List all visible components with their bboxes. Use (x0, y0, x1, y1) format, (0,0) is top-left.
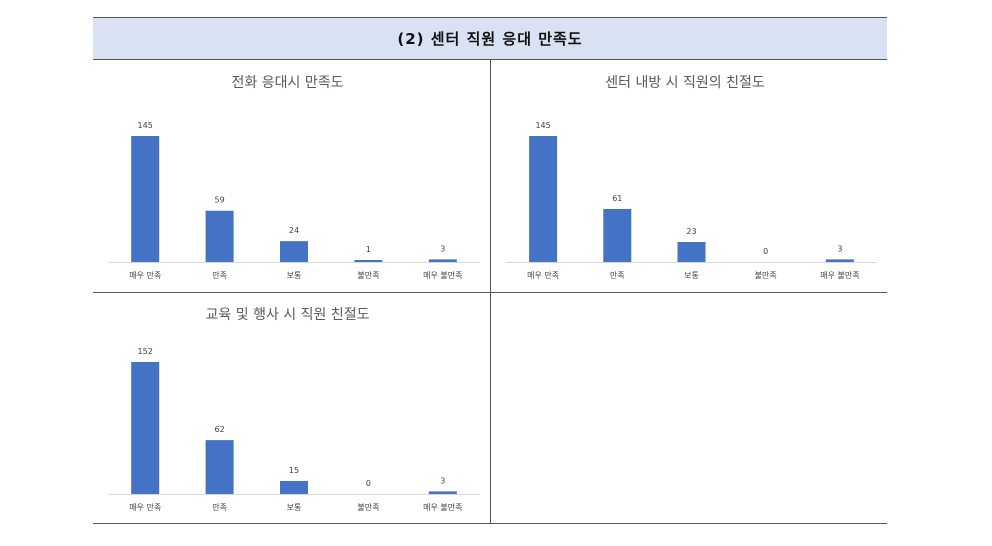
data-label: 145 (138, 121, 153, 130)
category-label: 매우 불만족 (820, 270, 859, 280)
data-label: 24 (289, 226, 299, 235)
bar (205, 440, 234, 494)
bar (354, 260, 383, 262)
table-header: (2) 센터 직원 응대 만족도 (93, 18, 887, 60)
data-label: 145 (535, 121, 550, 130)
chart-title: 전화 응대시 만족도 (232, 75, 344, 91)
data-label: 1 (366, 245, 371, 254)
category-label: 매우 만족 (129, 271, 161, 280)
bar (131, 136, 160, 262)
category-label: 보통 (684, 271, 699, 280)
chart-cell-phone: 전화 응대시 만족도 145 매우 만족 59 만족 24 보통 1 불만족 3 매우 불만족 (93, 61, 490, 292)
data-label: 3 (837, 244, 842, 253)
row-divider (93, 292, 887, 293)
category-label: 불만족 (755, 270, 777, 280)
table-header-title: (2) 센터 직원 응대 만족도 (397, 30, 583, 48)
data-label: 62 (215, 425, 225, 434)
category-label: 매우 만족 (527, 271, 559, 280)
bar (428, 491, 457, 494)
category-label: 매우 불만족 (423, 502, 462, 512)
data-label: 23 (686, 227, 696, 236)
data-label: 3 (440, 476, 445, 485)
category-label: 보통 (287, 271, 302, 280)
empty-cell (491, 293, 887, 524)
category-label: 보통 (287, 503, 302, 512)
bar (205, 210, 234, 262)
data-label: 3 (440, 244, 445, 253)
category-label: 만족 (610, 271, 625, 280)
category-label: 매우 만족 (129, 503, 161, 512)
bar (428, 259, 457, 262)
chart-title: 교육 및 행사 시 직원 친절도 (206, 307, 370, 323)
bar (529, 136, 558, 262)
chart-cell-visit: 센터 내방 시 직원의 친절도 145 매우 만족 61 만족 23 보통 0 불만족 3 매우 불… (491, 61, 887, 292)
category-label: 불만족 (357, 270, 379, 280)
category-label: 만족 (212, 503, 227, 512)
data-label: 61 (612, 194, 622, 203)
satisfaction-table: (2) 센터 직원 응대 만족도 전화 응대시 만족도 145 매우 만족 59 만족 2… (93, 17, 887, 524)
data-label: 0 (366, 479, 371, 488)
bar (825, 259, 854, 262)
category-label: 매우 불만족 (423, 270, 462, 280)
bar (131, 361, 160, 494)
chart-phone-satisfaction: 전화 응대시 만족도 145 매우 만족 59 만족 24 보통 1 불만족 3 매우 불만족 (108, 75, 480, 280)
data-label: 0 (763, 247, 768, 256)
chart-title: 센터 내방 시 직원의 친절도 (605, 75, 765, 91)
category-label: 불만족 (357, 502, 379, 512)
bar (677, 242, 706, 262)
chart-visit-kindness: 센터 내방 시 직원의 친절도 145 매우 만족 61 만족 23 보통 0 불만족 3 매우 불… (506, 75, 877, 280)
category-label: 만족 (212, 271, 227, 280)
bar (603, 209, 632, 262)
bar (280, 241, 308, 262)
data-label: 152 (138, 347, 153, 356)
chart-cell-education: 교육 및 행사 시 직원 친절도 152 매우 만족 62 만족 15 보통 0 불만족 3 매우 … (93, 293, 490, 524)
data-label: 15 (289, 466, 299, 475)
data-label: 59 (215, 196, 225, 205)
chart-education-kindness: 교육 및 행사 시 직원 친절도 152 매우 만족 62 만족 15 보통 0 불만족 3 매우 … (108, 307, 480, 512)
bar (280, 480, 308, 494)
